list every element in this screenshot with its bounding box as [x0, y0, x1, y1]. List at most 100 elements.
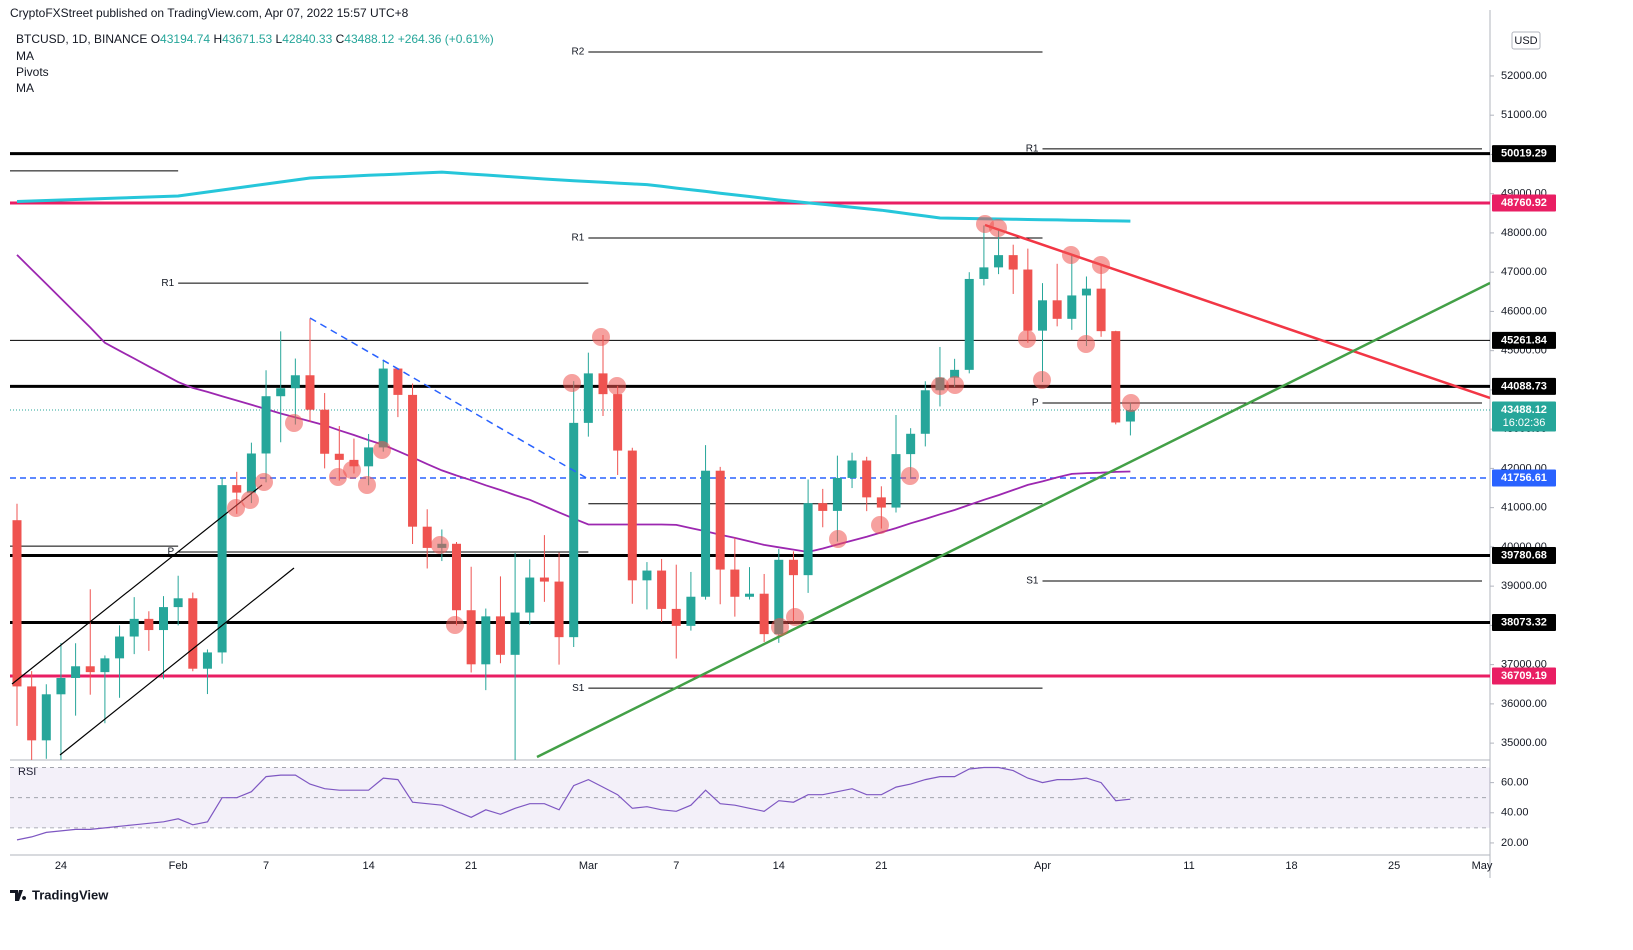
candle-body	[745, 593, 754, 597]
pivot-label: R1	[1026, 144, 1039, 155]
level-label-box	[1492, 614, 1556, 632]
candle-body	[569, 422, 579, 638]
candle-body	[115, 636, 125, 659]
candle-body	[950, 369, 960, 378]
candle-body	[627, 450, 637, 581]
x-tick-label: 7	[263, 860, 269, 872]
level-label: 45261.84	[1501, 334, 1548, 346]
y-tick-label: 20.00	[1501, 837, 1529, 849]
level-label: 50019.29	[1501, 148, 1547, 160]
q-key: H	[213, 32, 222, 46]
y-tick-label: 39000.00	[1501, 580, 1547, 592]
candle-body	[100, 658, 110, 673]
candle-body	[495, 616, 505, 655]
candle-body	[671, 608, 681, 626]
candle-body	[803, 503, 813, 576]
candle-body	[12, 520, 22, 687]
x-tick-label: Feb	[169, 860, 188, 872]
candle-body	[964, 278, 974, 370]
y-tick-label: 52000.00	[1501, 70, 1547, 82]
candle-body	[85, 666, 95, 673]
y-tick-label: 35000.00	[1501, 737, 1547, 749]
level-label: 36709.19	[1501, 670, 1547, 682]
x-tick-label: 21	[875, 860, 887, 872]
trend-line	[309, 317, 591, 481]
indicator-label: MA	[16, 49, 34, 63]
y-tick-label: 41000.00	[1501, 502, 1547, 514]
y-tick-label: 47000.00	[1501, 266, 1547, 278]
candle-body	[920, 390, 930, 434]
symbol: BTCUSD, 1D, BINANCE	[16, 32, 147, 46]
candles	[12, 170, 1135, 760]
candle-body	[613, 394, 623, 451]
candle-body	[1038, 300, 1047, 331]
x-tick-label: Apr	[1034, 860, 1051, 872]
q-val: 43488.12	[344, 32, 394, 46]
pivot-label: P	[1032, 398, 1039, 409]
candle-body	[144, 618, 154, 631]
q-val: 43671.53	[222, 32, 272, 46]
candle-body	[657, 570, 667, 609]
level-label: 41756.61	[1501, 472, 1547, 484]
candle-body	[422, 526, 432, 548]
candle-body	[876, 497, 886, 508]
candle-body	[1125, 409, 1135, 422]
pivot-label: R1	[572, 233, 585, 244]
level-labels: 35000.0036000.0037000.0038000.0039000.00…	[1492, 70, 1556, 749]
y-tick-label: 40.00	[1501, 807, 1529, 819]
q-val: 42840.33	[282, 32, 332, 46]
level-label: 48760.92	[1501, 197, 1547, 209]
footer-brand: TradingView	[32, 887, 109, 902]
candle-body	[583, 373, 593, 423]
candle-body	[334, 453, 344, 460]
pivot-label: S1	[572, 683, 585, 694]
level-label-box	[1492, 331, 1556, 349]
candle-body	[129, 618, 139, 637]
level-label-box	[1492, 667, 1556, 685]
level-label: 43488.12	[1501, 404, 1547, 416]
level-label: 39780.68	[1501, 549, 1547, 561]
x-tick-label: 25	[1388, 860, 1400, 872]
candle-body	[320, 409, 330, 454]
pivot-label: R2	[572, 47, 585, 58]
candle-body	[832, 477, 842, 511]
indicator-label: MA	[16, 81, 34, 95]
level-label-box	[1492, 145, 1556, 163]
x-tick-label: 11	[1183, 860, 1194, 872]
candle-body	[261, 396, 271, 454]
candle-body	[276, 388, 286, 397]
level-label-box	[1492, 469, 1556, 487]
touch-markers	[227, 215, 1140, 636]
moving-average	[16, 170, 1131, 223]
x-tick-label: 24	[55, 860, 67, 872]
candle-body	[979, 267, 989, 279]
candle-body	[1023, 269, 1033, 331]
q-key: O	[151, 32, 160, 46]
candle-body	[788, 559, 798, 576]
candle-body	[994, 255, 1004, 268]
candle-body	[759, 593, 769, 635]
candle-body	[202, 652, 212, 669]
y-tick-label: 51000.00	[1501, 109, 1547, 121]
candle-body	[1111, 331, 1121, 423]
candle-body	[71, 666, 81, 678]
candle-body	[173, 598, 183, 608]
level-label-box	[1492, 546, 1556, 564]
candle-body	[393, 368, 403, 395]
y-tick-label: 46000.00	[1501, 305, 1547, 317]
candle-body	[525, 577, 535, 613]
candle-body	[378, 368, 388, 448]
candle-body	[539, 577, 549, 582]
channel-line	[59, 567, 295, 756]
pivot-label: R1	[161, 278, 174, 289]
candle-body	[290, 375, 300, 389]
candle-body	[1096, 288, 1106, 332]
candle-body	[217, 485, 227, 653]
candle-body	[818, 503, 828, 511]
candle-body	[847, 460, 857, 478]
currency-box[interactable]	[1511, 31, 1541, 50]
q-val: 43194.74	[160, 32, 210, 46]
level-label: 38073.32	[1501, 616, 1547, 628]
candle-body	[715, 470, 725, 570]
